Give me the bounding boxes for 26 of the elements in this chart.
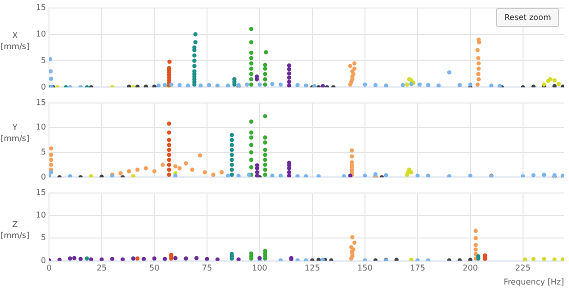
x-tick-label: 100 xyxy=(252,264,268,273)
x-tick-label: 225 xyxy=(515,264,531,273)
x-tick-label: 25 xyxy=(96,264,107,273)
x-tick-label: 150 xyxy=(357,264,373,273)
y-tick-label: 10 xyxy=(36,122,46,132)
y-tick-label: 10 xyxy=(36,210,46,220)
x-tick-label: 125 xyxy=(304,264,320,273)
y-tick-label: 0 xyxy=(40,172,46,182)
y-tick-label: 0 xyxy=(40,82,46,92)
annotation: Reset zoom xyxy=(496,8,559,27)
x-tick-label: 50 xyxy=(149,264,160,273)
y-axis-title: X [mm/s] xyxy=(0,30,30,52)
y-axis-title: Z [mm/s] xyxy=(0,218,30,240)
x-axis-title: Frequency [Hz] xyxy=(504,277,564,286)
y-tick-label: 15 xyxy=(36,2,46,12)
x-tick-label: 175 xyxy=(410,264,426,273)
y-tick-label: 15 xyxy=(36,98,46,107)
y-tick-label: 5 xyxy=(40,233,46,242)
y-tick-label: 15 xyxy=(36,188,46,197)
x-tick-label: 75 xyxy=(202,264,212,273)
y-tick-label: 0 xyxy=(40,256,46,265)
y-axis-title: Y [mm/s] xyxy=(0,122,30,144)
y-tick-label: 5 xyxy=(40,56,46,65)
y-tick-label: 10 xyxy=(36,29,46,38)
x-tick-label: 200 xyxy=(462,264,478,273)
y-tick-label: 5 xyxy=(40,147,46,156)
